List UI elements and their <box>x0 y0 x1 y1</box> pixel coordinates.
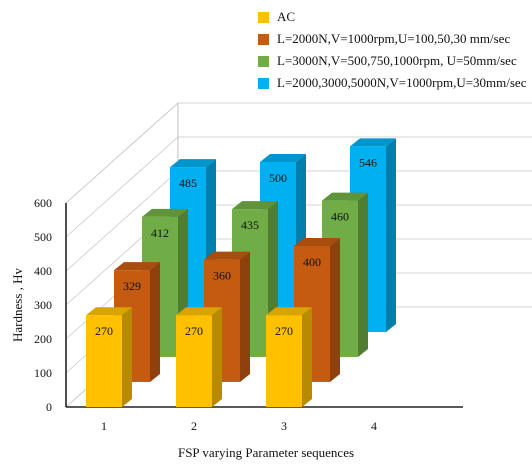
bars: 485 500 546 412 435 460 329 360 400 270 270 270 <box>86 138 396 407</box>
bar-side <box>358 192 368 357</box>
x-tick-label: 3 <box>281 419 287 433</box>
y-tick-label: 100 <box>34 366 52 380</box>
y-axis-ticks: 0 100 200 300 400 500 600 <box>34 196 52 414</box>
x-tick-label: 1 <box>101 419 107 433</box>
legend-label: L=2000N,V=1000rpm,U=100,50,30 mm/sec <box>277 31 511 46</box>
y-tick-label: 500 <box>34 230 52 244</box>
y-tick-label: 600 <box>34 196 52 210</box>
data-label: 270 <box>185 324 203 338</box>
y-tick-label: 200 <box>34 332 52 346</box>
bar-front <box>176 315 212 407</box>
bar-top <box>260 154 306 162</box>
x-tick-label: 2 <box>191 419 197 433</box>
x-axis-label: FSP varying Parameter sequences <box>178 445 354 460</box>
legend-item: L=2000,3000,5000N,V=1000rpm,U=30mm/sec <box>258 72 526 94</box>
data-label: 500 <box>269 171 287 185</box>
bar-top <box>232 201 278 210</box>
bar-top <box>322 192 368 201</box>
legend-label: L=3000N,V=500,750,1000rpm, U=50mm/sec <box>277 53 517 68</box>
data-label: 270 <box>95 324 113 338</box>
legend-swatch <box>258 55 269 67</box>
y-tick-label: 400 <box>34 264 52 278</box>
legend-swatch <box>258 77 269 89</box>
data-label: 412 <box>151 226 169 240</box>
data-label: 435 <box>241 218 259 232</box>
data-label: 329 <box>123 279 141 293</box>
y-tick-label: 300 <box>34 298 52 312</box>
legend-label: AC <box>277 9 296 24</box>
x-axis-ticks: 1 2 3 4 <box>101 419 377 433</box>
legend: AC L=2000N,V=1000rpm,U=100,50,30 mm/sec L=… <box>258 6 526 94</box>
bar-top <box>350 138 396 147</box>
legend-item: L=3000N,V=500,750,1000rpm, U=50mm/sec <box>258 50 526 72</box>
data-label: 460 <box>331 210 349 224</box>
legend-label: L=2000,3000,5000N,V=1000rpm,U=30mm/sec <box>277 75 527 90</box>
bar-top <box>266 307 312 316</box>
bar-front <box>266 315 302 407</box>
bar: 270 <box>176 307 222 407</box>
bar-side <box>302 307 312 407</box>
bar-top <box>176 307 222 316</box>
bar-top <box>294 238 340 246</box>
bar-side <box>330 238 340 382</box>
bar-side <box>122 307 132 407</box>
bar-top <box>86 307 132 316</box>
bar-side <box>212 307 222 407</box>
bar-top <box>170 159 216 168</box>
bar: 270 <box>86 307 132 407</box>
bar-side <box>150 262 160 382</box>
legend-swatch <box>258 33 269 45</box>
data-label: 400 <box>303 255 321 269</box>
bar: 270 <box>266 307 312 407</box>
legend-swatch <box>258 11 269 23</box>
legend-item: L=2000N,V=1000rpm,U=100,50,30 mm/sec <box>258 28 526 50</box>
data-label: 485 <box>179 176 197 190</box>
bar-front <box>86 315 122 407</box>
bar-side <box>240 251 250 382</box>
y-tick-label: 0 <box>46 400 52 414</box>
y-axis-label: Hardness , Hv <box>10 267 25 342</box>
bar-top <box>114 262 160 271</box>
bar-side <box>386 138 396 332</box>
bar-top <box>142 208 188 217</box>
data-label: 270 <box>275 324 293 338</box>
data-label: 360 <box>213 269 231 283</box>
bar-top <box>204 251 250 260</box>
legend-item: AC <box>258 6 526 28</box>
x-tick-label: 4 <box>371 419 377 433</box>
data-label: 546 <box>359 155 377 169</box>
